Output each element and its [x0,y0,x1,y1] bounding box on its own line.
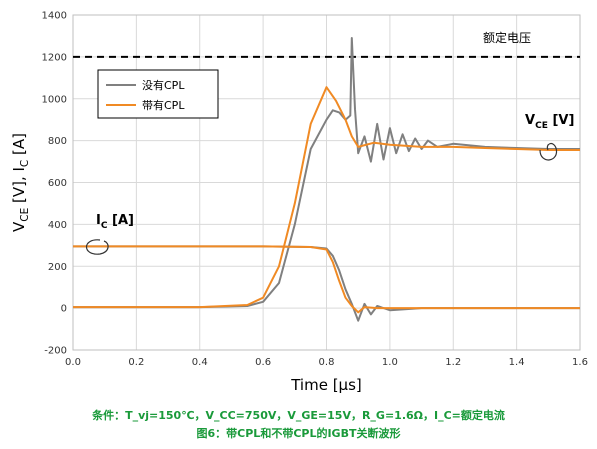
x-axis-title: Time [μs] [290,376,362,394]
plot-area: -200 0 200 400 600 800 1000 1200 1400 0.0 0.2 0.4 0.… [10,11,588,395]
y-tick-label: -200 [44,346,67,357]
y-tick-label: 1400 [42,11,67,22]
y-tick-label: 800 [48,136,67,147]
y-axis-title: VCE [V], IC [A] [10,133,31,232]
rated-voltage-label: 额定电压 [483,30,531,45]
caption-conditions: 条件：T_vj=150℃，V_CC=750V，V_GE=15V，R_G=1.6Ω… [92,409,505,422]
y-tick-label: 1200 [42,52,67,63]
caption-figure-title: 图6：带CPL和不带CPL的IGBT关断波形 [196,427,401,440]
vce-annotation-curl [539,142,558,161]
y-tick-label: 200 [48,262,67,273]
x-tick-label: 1.4 [509,357,525,368]
vce-annotation: VCE [V] [525,113,574,131]
series-line-vce [73,37,580,309]
x-tick-label: 0.6 [255,357,271,368]
y-tick-label: 1000 [42,94,67,105]
x-tick-label: 0.4 [192,357,208,368]
ic-annotation: IC [A] [96,213,134,231]
legend-box [97,69,219,119]
series-line-ic [73,245,580,314]
x-tick-label: 1.0 [382,357,398,368]
x-tick-label: 0.0 [65,357,81,368]
legend-label: 没有CPL [142,78,185,92]
y-tick-label: 400 [48,220,67,231]
x-tick-label: 1.2 [445,357,461,368]
x-tick-label: 1.6 [572,357,588,368]
x-tick-label: 0.2 [128,357,144,368]
y-tick-label: 0 [61,304,67,315]
y-tick-label: 600 [48,178,67,189]
legend-label: 带有CPL [142,98,185,112]
x-tick-label: 0.8 [319,357,335,368]
plot-border [72,14,581,351]
ic-annotation-curl [85,239,109,255]
series-line-vce [73,86,580,309]
